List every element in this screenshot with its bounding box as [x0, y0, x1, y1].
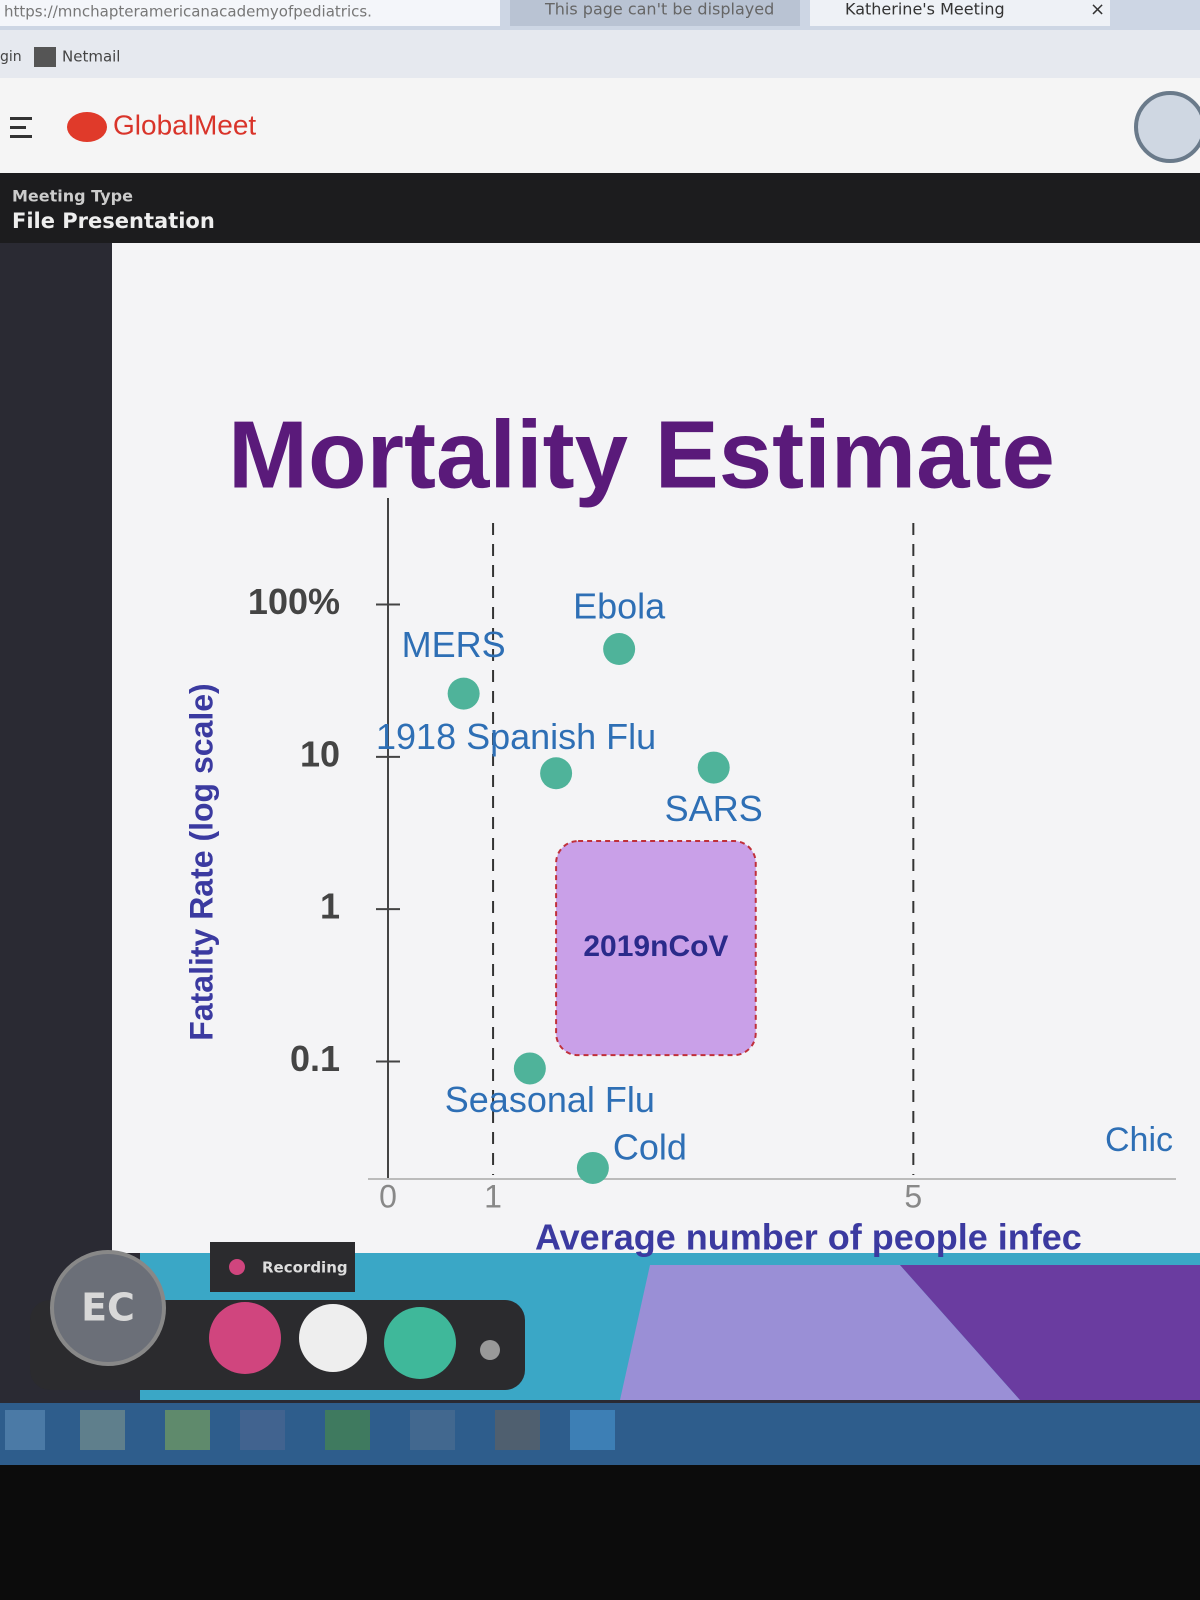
tab-close[interactable]: ×: [1090, 0, 1105, 20]
user-avatar[interactable]: [1134, 91, 1200, 163]
y-tick-label: 0.1: [290, 1038, 340, 1079]
x-tick-label: 0: [379, 1178, 397, 1214]
menu-icon[interactable]: [10, 117, 32, 138]
tab-title: This page can't be displayed: [544, 0, 774, 19]
bookmark[interactable]: gin: [0, 49, 22, 65]
share-button[interactable]: [384, 1307, 456, 1379]
taskbar-icons[interactable]: [5, 1410, 615, 1450]
brand-logo: [67, 112, 107, 142]
recording-dot: [229, 1259, 245, 1275]
point-label: MERS: [402, 624, 506, 665]
recording-label: Recording: [262, 1259, 348, 1277]
settings-button[interactable]: [480, 1340, 500, 1360]
monitor-bezel: [0, 1465, 1200, 1600]
region: [555, 840, 757, 1057]
mute-button[interactable]: [209, 1302, 281, 1374]
avatar-initials: EC: [81, 1286, 135, 1330]
slide: [112, 243, 1200, 1253]
meeting-bar: [0, 173, 1200, 243]
tab-title: Katherine's Meeting: [845, 0, 1005, 19]
meeting-type: File Presentation: [12, 209, 215, 233]
url: https://mnchapteramericanacademyofpediat…: [4, 3, 372, 21]
annotation: Chic: [1105, 1121, 1173, 1159]
point-label: SARS: [665, 788, 763, 829]
meeting-type-label: Meeting Type: [12, 187, 133, 206]
region-label: 2019nCoV: [583, 930, 728, 963]
point: [540, 757, 573, 790]
x-axis-label: Average number of people infec: [535, 1217, 1082, 1258]
address-bar[interactable]: [0, 0, 500, 26]
bookmark-icon: [34, 47, 56, 67]
chart-title: Mortality Estimate: [228, 401, 1055, 508]
point-label: 1918 Spanish Flu: [376, 716, 656, 757]
y-axis-label: Fatality Rate (log scale): [183, 683, 219, 1040]
x-tick-label: 5: [904, 1178, 922, 1214]
point: [576, 1151, 609, 1184]
point: [447, 677, 480, 710]
bookmarks-bar: [0, 30, 1200, 78]
point: [697, 751, 730, 784]
slide-footer-shape: [900, 1265, 1200, 1400]
brand: GlobalMeet: [113, 109, 256, 140]
x-tick-label: 1: [484, 1178, 502, 1214]
point: [603, 633, 636, 666]
point-label: Seasonal Flu: [445, 1079, 655, 1120]
avatar[interactable]: [50, 1250, 166, 1366]
point: [513, 1052, 546, 1085]
slide-footer-shape: [620, 1265, 1020, 1400]
tab[interactable]: [810, 0, 1110, 26]
tab[interactable]: [510, 0, 800, 26]
app-header: [0, 78, 1200, 173]
point-label: Ebola: [573, 586, 666, 627]
camera-button[interactable]: [299, 1304, 367, 1372]
plot: 100% 10 1 0.1 0 1 5 2019nCoV MERS Ebola 1918 Spani…: [248, 498, 1176, 1214]
y-tick-label: 100%: [248, 581, 340, 622]
bookmark[interactable]: Netmail: [62, 48, 120, 66]
y-tick-label: 1: [320, 886, 340, 927]
y-tick-label: 10: [300, 733, 340, 774]
point-label: Cold: [613, 1126, 687, 1167]
